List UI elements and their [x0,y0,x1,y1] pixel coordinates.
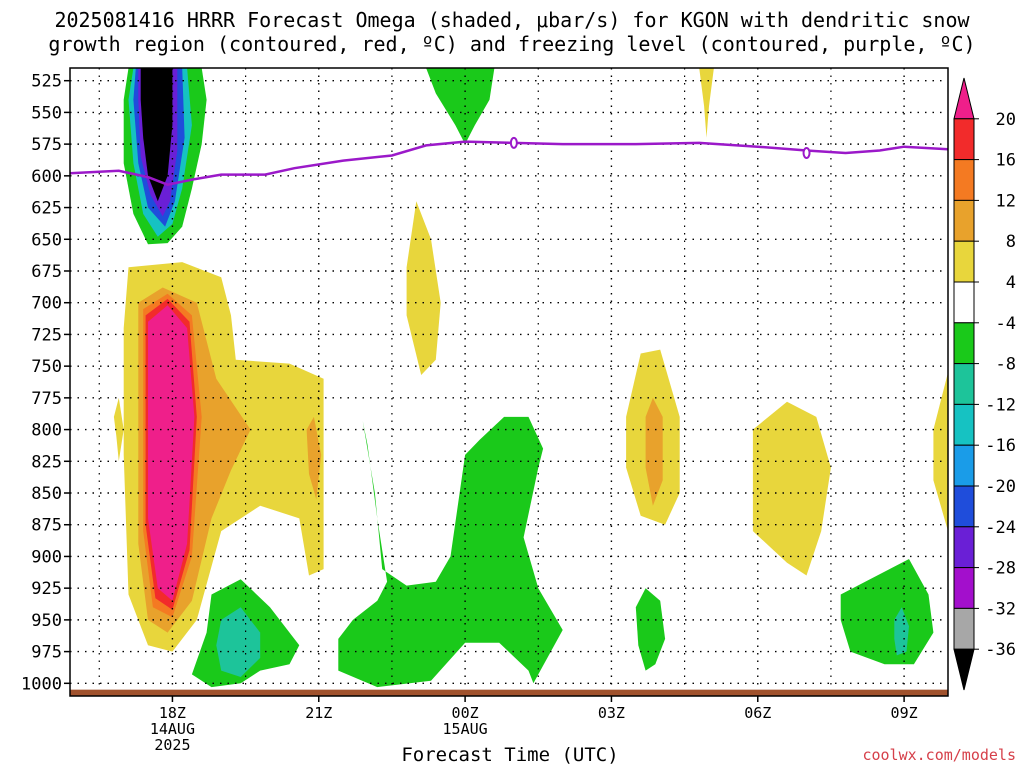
freezing-level-layer [69,136,949,186]
chart-title-line-2: growth region (contoured, red, ºC) and f… [48,32,976,56]
colorbar-top-arrow [953,77,975,120]
colorbar-swatch [953,281,975,324]
colorbar-label: -20 [985,477,1016,497]
colorbar-label: -36 [985,640,1016,660]
colorbar-swatch [953,118,975,161]
colorbar-swatch [953,403,975,446]
x-tick-label: 15AUG [443,720,488,738]
region-magenta-left [148,305,195,601]
colorbar-swatch [953,240,975,283]
region-cyan-09z [894,607,909,656]
region-upper-yellow-right [699,68,714,138]
y-tick-label: 725 [31,325,62,345]
x-tick-label: 2025 [154,736,190,754]
colorbar-label: 4 [1006,273,1016,293]
colorbar-swatch [953,199,975,242]
region-yellow-left-spot [113,397,124,462]
y-tick-label: 950 [31,611,62,631]
y-tick-label: 750 [31,357,62,377]
colorbar-label: 12 [996,191,1016,211]
colorbar-label: 16 [996,151,1016,171]
x-tick-label: 06Z [744,704,771,722]
y-tick-label: 850 [31,484,62,504]
region-yellow-06z [752,401,831,576]
y-tick-label: 650 [31,230,62,250]
y-tick-label: 875 [31,516,62,536]
freezing-level-line [69,140,949,186]
colorbar-swatch [953,567,975,609]
colorbar-swatch [953,363,975,405]
y-tick-label: 800 [31,421,62,441]
colorbar-swatch [953,526,975,569]
y-tick-label: 625 [31,199,62,219]
colorbar-label: -8 [996,355,1016,375]
y-tick-label: 600 [31,167,62,187]
y-tick-label: 550 [31,103,62,123]
region-upper-black-left [140,68,173,202]
colorbar-swatch [953,444,975,487]
x-axis-label: Forecast Time (UTC) [401,744,619,766]
y-tick-label: 575 [31,135,62,155]
terrain-ground [70,689,948,696]
y-tick-label: 675 [31,262,62,282]
colorbar-label: -28 [985,559,1016,579]
x-tick-label: 14AUG [150,720,195,738]
region-orange-03z [645,397,663,506]
colorbar-label: -4 [996,314,1016,334]
plot-frame [69,67,949,697]
x-tick-label: 03Z [598,704,625,722]
omega-shaded-regions [113,68,948,688]
colorbar-label: -16 [985,436,1016,456]
x-tick-label: 09Z [891,704,918,722]
y-tick-label: 925 [31,579,62,599]
colorbar-swatch [953,485,975,528]
colorbar-bottom-arrow [953,648,975,691]
colorbar-label: -32 [985,599,1016,619]
region-green-21z-strip [338,416,563,688]
region-yellow-upper-mid [406,201,441,375]
colorbar-swatch [953,322,975,365]
region-yellow-right-edge [933,372,948,532]
region-cyan-left-bottom [216,607,261,677]
region-orange-spot-21z [306,416,322,500]
colorbar-label: -12 [985,395,1016,415]
y-tick-label: 900 [31,547,62,567]
y-tick-label: 975 [31,643,62,663]
region-green-03z-bottom [635,588,666,671]
freezing-level-label-marker [509,136,518,149]
region-upper-green-mid [426,68,495,145]
colorbar-swatch [953,159,975,201]
y-tick-label: 700 [31,294,62,314]
colorbar-label: 8 [1006,232,1016,252]
colorbar-swatch [953,607,975,650]
y-axis-ticks: 525 550 575 600 625 650 675 700 725 750 775 800 825 8… [21,72,70,694]
colorbar-label: 20 [996,110,1016,130]
y-tick-label: 525 [31,72,62,92]
terrain-band [70,689,948,696]
freezing-level-label-marker [802,147,811,160]
x-tick-label: 18Z [159,704,186,722]
y-tick-label: 825 [31,452,62,472]
credit-link[interactable]: coolwx.com/models [862,746,1016,764]
colorbar-label: -24 [985,518,1016,538]
y-tick-label: 775 [31,389,62,409]
region-green-09z [840,559,934,665]
chart-title-line-1: 2025081416 HRRR Forecast Omega (shaded, … [54,8,970,32]
y-tick-label: 1000 [21,674,62,694]
x-tick-label: 00Z [452,704,479,722]
colorbar: 20 16 12 8 4 -4 -8 -12 -16 -20 -24 -28 -32 -36 [953,77,1016,691]
x-tick-label: 21Z [305,704,332,722]
